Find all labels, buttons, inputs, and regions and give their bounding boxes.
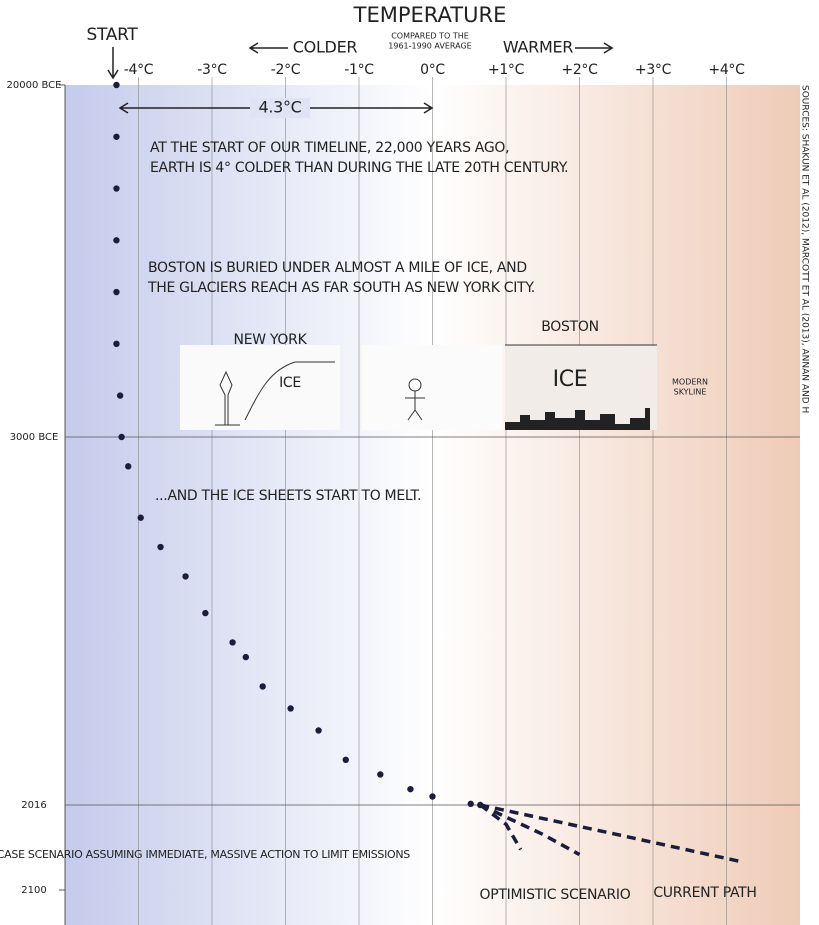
start-label: START xyxy=(87,25,139,45)
data-point xyxy=(118,433,125,441)
panel xyxy=(180,345,340,430)
illustration xyxy=(180,344,657,430)
scenario-line xyxy=(479,803,523,851)
x-tick-label: -1°C xyxy=(344,62,374,78)
y-tick-label: 20000 BCE xyxy=(7,80,62,91)
data-point xyxy=(429,793,436,800)
warmer-label: WARMER xyxy=(503,38,573,57)
data-point xyxy=(113,81,120,89)
grid xyxy=(59,77,800,925)
data-point xyxy=(113,237,120,244)
data-point xyxy=(116,392,124,399)
ice-sheet xyxy=(244,361,335,421)
arrow xyxy=(107,47,119,80)
annotation: ICE xyxy=(553,367,588,392)
data-point xyxy=(259,683,266,690)
x-tick-label: +3°C xyxy=(635,62,672,78)
data-point xyxy=(113,340,120,348)
x-tick-label: +1°C xyxy=(488,62,525,78)
x-tick-label: -3°C xyxy=(197,62,227,78)
annotation: SKYLINE xyxy=(674,388,707,397)
sources: SOURCES: SHAKUN ET AL (2012), MARCOTT ET… xyxy=(800,85,810,413)
data-point xyxy=(125,463,132,470)
subtitle: COMPARED TO THE xyxy=(391,32,469,41)
data-point xyxy=(287,705,294,712)
series-label: CURRENT PATH xyxy=(653,885,756,901)
data-point xyxy=(202,609,209,617)
series-label: OPTIMISTIC SCENARIO xyxy=(480,887,631,903)
data-point xyxy=(157,543,164,551)
data-point xyxy=(342,756,349,764)
data-point xyxy=(377,771,384,778)
annotation: MODERN xyxy=(672,378,708,387)
x-tick-label: +2°C xyxy=(561,62,598,78)
data-point xyxy=(113,133,120,140)
arrow xyxy=(575,42,614,54)
data-point xyxy=(407,785,414,793)
data-point xyxy=(467,800,474,808)
annotation: BOSTON xyxy=(541,319,599,335)
subtitle: 1961-1990 AVERAGE xyxy=(388,42,471,51)
y-tick-label: 2100 xyxy=(21,885,46,896)
y-tick-label: 3000 BCE xyxy=(10,432,59,443)
skyline xyxy=(505,408,650,430)
data-point xyxy=(242,653,250,661)
label-bg xyxy=(250,98,310,118)
scenario-line xyxy=(479,803,742,864)
annotation: ICE xyxy=(279,375,301,391)
x-tick-label: +4°C xyxy=(708,62,745,78)
series-label: BEST-CASE SCENARIO ASSUMING IMMEDIATE, M… xyxy=(0,848,410,861)
difference-label: 4.3°C xyxy=(258,98,301,117)
statue xyxy=(215,370,240,426)
data-point xyxy=(315,727,322,734)
data-point xyxy=(113,185,120,192)
annotation: THE GLACIERS REACH AS FAR SOUTH AS NEW Y… xyxy=(147,280,535,296)
annotation: ...AND THE ICE SHEETS START TO MELT. xyxy=(155,488,421,504)
scenario-line xyxy=(479,803,581,857)
annotation: EARTH IS 4° COLDER THAN DURING THE LATE … xyxy=(150,160,568,176)
figure xyxy=(405,391,425,421)
panel xyxy=(362,345,502,430)
x-tick-label: -2°C xyxy=(271,62,301,78)
colder-label: COLDER xyxy=(293,38,358,57)
chart-title: TEMPERATURE xyxy=(353,3,507,27)
arrow xyxy=(248,42,288,54)
data-point xyxy=(182,573,189,580)
data-point xyxy=(137,514,144,521)
data-point xyxy=(113,288,120,296)
x-tick-label: -4°C xyxy=(124,62,154,78)
annotation: BOSTON IS BURIED UNDER ALMOST A MILE OF … xyxy=(148,260,527,276)
annotation: NEW YORK xyxy=(234,332,308,348)
y-tick-label: 2016 xyxy=(21,800,46,811)
annotation: AT THE START OF OUR TIMELINE, 22,000 YEA… xyxy=(150,140,509,156)
x-tick-label: 0°C xyxy=(420,62,445,78)
data-point xyxy=(229,639,236,646)
